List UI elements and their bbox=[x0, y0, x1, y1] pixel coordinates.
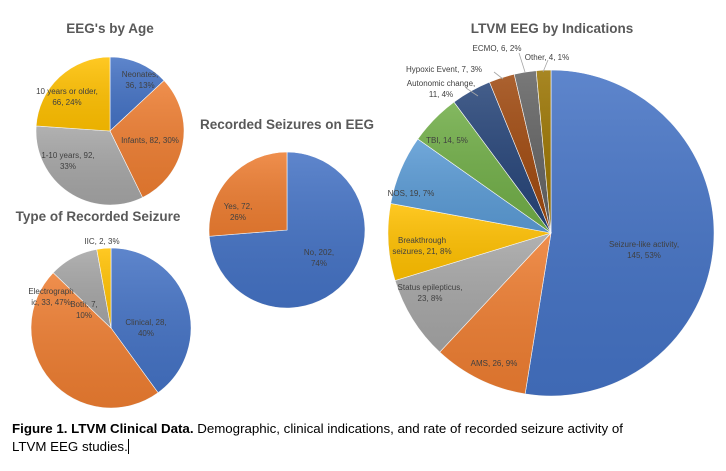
data-label-line: NOS, 19, 7% bbox=[388, 189, 435, 198]
data-label-autonomic-change: Autonomic change, 11, 4% bbox=[407, 79, 476, 99]
data-label-line: Hypoxic Event, 7, 3% bbox=[406, 65, 482, 74]
pie-slice-shade bbox=[536, 70, 551, 233]
data-label-line: 10% bbox=[76, 311, 92, 320]
data-label-line: Electrograph bbox=[28, 287, 73, 296]
data-label-line: Both, 7, bbox=[70, 300, 98, 309]
pie-slice-shade bbox=[110, 57, 165, 131]
data-label-line: seizures, 21, 8% bbox=[392, 247, 451, 256]
figure-charts: Neonates, 36, 13% Infants, 82, 30% 1-10 yea… bbox=[16, 21, 715, 409]
data-label-1-10-years: 1-10 years, 92, 33% bbox=[41, 151, 94, 171]
leader-line bbox=[542, 59, 549, 73]
data-label-line: 23, 8% bbox=[418, 294, 443, 303]
data-label-ecmo: ECMO, 6, 2% bbox=[473, 44, 522, 53]
data-label-line: 66, 24% bbox=[52, 98, 81, 107]
data-label-line: Yes, 72, bbox=[224, 202, 253, 211]
data-label-line: ECMO, 6, 2% bbox=[473, 44, 522, 53]
data-label-line: 1-10 years, 92, bbox=[41, 151, 94, 160]
pie-slice-shade bbox=[36, 57, 110, 131]
figure-caption: Figure 1. LTVM Clinical Data. Demographi… bbox=[12, 420, 632, 456]
data-label-nos: NOS, 19, 7% bbox=[388, 189, 435, 198]
pie-slice-shade bbox=[395, 233, 551, 353]
data-label-line: Other, 4, 1% bbox=[525, 53, 569, 62]
leader-line bbox=[465, 87, 479, 97]
chart-title-indications: LTVM EEG by Indications bbox=[471, 21, 634, 36]
pie-slice-shade bbox=[208, 152, 287, 237]
data-label-iic: IIC, 2, 3% bbox=[84, 237, 119, 246]
pie-chart-seizure-type: Clinical, 28, 40% Electrograph ic, 33, 47% B… bbox=[16, 209, 192, 409]
caption-text: Demographic, clinical indications, and r… bbox=[12, 421, 623, 454]
data-label-line: Breakthrough bbox=[398, 236, 446, 245]
data-label-neonates: Neonates, 36, 13% bbox=[122, 70, 158, 90]
pie-slice-shade bbox=[489, 74, 551, 234]
data-label-line: 40% bbox=[138, 329, 154, 338]
pie-chart-eeg-by-age: Neonates, 36, 13% Infants, 82, 30% 1-10 yea… bbox=[35, 21, 185, 206]
data-label-no: No, 202, 74% bbox=[304, 248, 334, 268]
pie-slice-shade bbox=[35, 125, 143, 205]
data-label-line: 10 years or older, bbox=[36, 87, 98, 96]
data-label-clinical: Clinical, 28, 40% bbox=[125, 318, 166, 338]
data-label-line: IIC, 2, 3% bbox=[84, 237, 119, 246]
leader-line bbox=[518, 52, 526, 73]
data-label-status-epilepticus: Status epilepticus, 23, 8% bbox=[398, 283, 463, 303]
data-label-10-years-or-older: 10 years or older, 66, 24% bbox=[36, 87, 98, 107]
data-label-breakthrough-seizures: Breakthrough seizures, 21, 8% bbox=[392, 236, 451, 256]
pie-slice-shade bbox=[388, 203, 551, 281]
chart-title-age: EEG's by Age bbox=[66, 21, 154, 36]
pie-slice-shade bbox=[453, 82, 551, 233]
pie-slice-shade bbox=[417, 102, 551, 233]
data-label-line: No, 202, bbox=[304, 248, 334, 257]
data-label-line: Clinical, 28, bbox=[125, 318, 166, 327]
leader-line bbox=[493, 71, 504, 80]
data-label-line: Seizure-like activity, bbox=[609, 240, 679, 249]
pie-chart-ltvm-indications: Seizure-like activity, 145, 53% AMS, 26, 9… bbox=[388, 21, 715, 397]
pie-slice-shade bbox=[53, 249, 111, 328]
pie-chart-recorded-seizures: No, 202, 74% Yes, 72, 26% Recorded Seizures … bbox=[200, 117, 374, 309]
data-label-line: AMS, 26, 9% bbox=[471, 359, 518, 368]
data-label-line: Neonates, bbox=[122, 70, 158, 79]
data-label-line: 26% bbox=[230, 213, 246, 222]
data-label-line: 33% bbox=[60, 162, 76, 171]
data-label-line: 11, 4% bbox=[429, 90, 453, 99]
caption-bold: Figure 1. LTVM Clinical Data. bbox=[12, 421, 194, 436]
chart-title-type: Type of Recorded Seizure bbox=[16, 209, 181, 224]
pie-slice-shade bbox=[525, 70, 715, 397]
data-label-line: ic, 33, 47% bbox=[31, 298, 71, 307]
data-label-both: Both, 7, 10% bbox=[70, 300, 98, 320]
chart-title-recorded: Recorded Seizures on EEG bbox=[200, 117, 374, 132]
data-label-line: Status epilepticus, bbox=[398, 283, 463, 292]
data-label-line: Infants, 82, 30% bbox=[121, 136, 179, 145]
data-label-seizure-like-activity: Seizure-like activity, 145, 53% bbox=[609, 240, 679, 260]
pie-slice-shade bbox=[31, 272, 159, 408]
text-cursor bbox=[127, 439, 129, 454]
data-label-line: Autonomic change, bbox=[407, 79, 476, 88]
data-label-line: TBI, 14, 5% bbox=[426, 136, 468, 145]
pie-slice-shade bbox=[439, 233, 551, 394]
data-label-electrographic: Electrograph ic, 33, 47% bbox=[28, 287, 73, 307]
data-label-line: 74% bbox=[311, 259, 327, 268]
data-label-ams: AMS, 26, 9% bbox=[471, 359, 518, 368]
data-label-hypoxic-event: Hypoxic Event, 7, 3% bbox=[406, 65, 482, 74]
pie-slice-shade bbox=[514, 70, 551, 234]
data-label-yes: Yes, 72, 26% bbox=[224, 202, 253, 222]
pie-slice-shade bbox=[111, 248, 191, 393]
data-label-line: 36, 13% bbox=[125, 81, 154, 90]
pie-slice-shade bbox=[390, 139, 551, 233]
data-label-other: Other, 4, 1% bbox=[525, 53, 569, 62]
pie-slice-shade bbox=[96, 248, 111, 328]
data-label-line: 145, 53% bbox=[627, 251, 661, 260]
data-label-tbi: TBI, 14, 5% bbox=[426, 136, 468, 145]
data-label-infants: Infants, 82, 30% bbox=[121, 136, 179, 145]
